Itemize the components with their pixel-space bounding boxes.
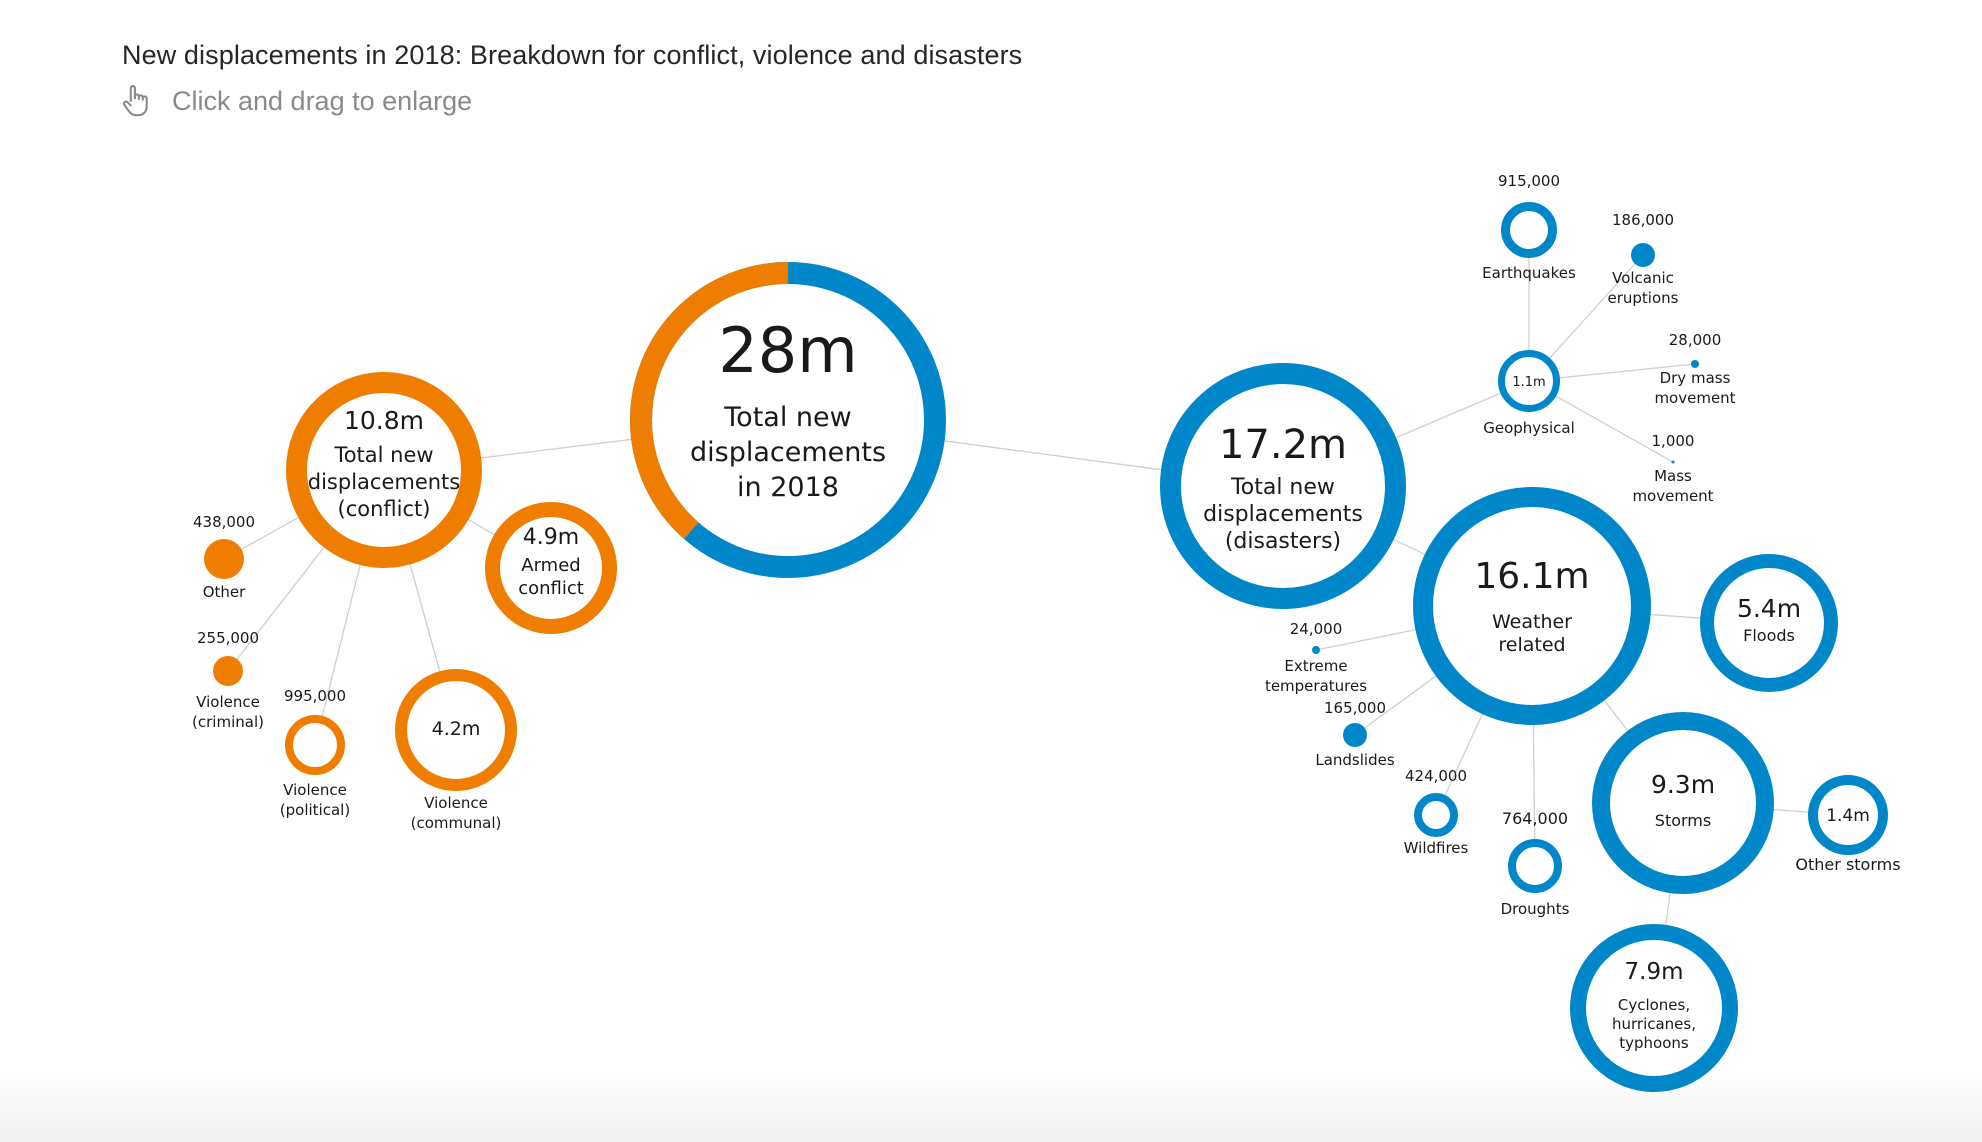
node-total[interactable]: 28m Total new displacements in 2018 — [581, 213, 996, 628]
node-ring — [395, 669, 517, 791]
node-geophysical[interactable]: 1.1m Geophysical — [1483, 350, 1575, 438]
node-label: Floods — [1743, 626, 1795, 645]
node-label: Weather related — [1492, 611, 1572, 656]
node-label: Volcanic eruptions — [1608, 269, 1679, 307]
node-volcanic[interactable]: 186,000 Volcanic eruptions — [1608, 211, 1679, 307]
node-dot — [204, 539, 244, 579]
node-value: 186,000 — [1612, 211, 1674, 229]
node-value: 28,000 — [1669, 331, 1722, 349]
node-ring — [1592, 712, 1774, 894]
node-vpolitical[interactable]: 995,000 Violence (political) — [280, 687, 350, 819]
node-value: 1.4m — [1826, 806, 1870, 826]
node-armed[interactable]: 4.9m Armed conflict — [485, 502, 617, 634]
node-conflict[interactable]: 10.8m Total new displacements (conflict) — [286, 372, 482, 568]
node-value: 5.4m — [1737, 594, 1801, 623]
node-landslides[interactable]: 165,000 Landslides — [1315, 699, 1394, 769]
node-extreme[interactable]: 24,000 Extreme temperatures — [1265, 620, 1367, 695]
node-label: Violence (political) — [280, 781, 350, 819]
node-ring — [485, 502, 617, 634]
node-ring — [1413, 487, 1651, 725]
node-dot — [1671, 460, 1675, 464]
node-value: 915,000 — [1498, 172, 1560, 190]
node-label: Wildfires — [1404, 839, 1469, 857]
node-value: 4.2m — [432, 718, 481, 740]
node-label: Storms — [1655, 811, 1711, 830]
node-label: Geophysical — [1483, 419, 1575, 437]
node-dot — [1631, 243, 1655, 267]
node-value: 1.1m — [1512, 375, 1545, 390]
node-value: 255,000 — [197, 629, 259, 647]
node-ring — [1501, 202, 1557, 258]
node-ring — [286, 372, 482, 568]
node-dot — [213, 656, 243, 686]
node-value: 17.2m — [1219, 422, 1347, 468]
node-label: Mass movement — [1632, 467, 1713, 505]
node-cyclones[interactable]: 7.9m Cyclones, hurricanes, typhoons — [1570, 924, 1738, 1092]
node-mass[interactable]: 1,000 Mass movement — [1632, 432, 1713, 505]
node-label: Droughts — [1501, 900, 1570, 918]
node-storms[interactable]: 9.3m Storms — [1592, 712, 1774, 894]
hint-text: Click and drag to enlarge — [172, 85, 473, 116]
nodes-layer: 28m Total new displacements in 2018 10.8m Tot… — [192, 172, 1901, 1092]
node-dot — [1312, 646, 1320, 654]
node-label: Armed conflict — [518, 555, 584, 599]
node-dot — [1343, 723, 1367, 747]
ring-segment-conflict — [630, 262, 946, 578]
node-ring — [1700, 554, 1838, 692]
node-label: Landslides — [1315, 751, 1394, 769]
node-value: 9.3m — [1651, 770, 1715, 799]
node-value: 16.1m — [1474, 556, 1589, 597]
node-label: Extreme temperatures — [1265, 657, 1367, 695]
node-otherstorms[interactable]: 1.4m Other storms — [1795, 775, 1901, 874]
node-value: 7.9m — [1625, 959, 1684, 985]
node-fill — [640, 272, 936, 568]
node-value: 24,000 — [1290, 620, 1343, 638]
node-weather[interactable]: 16.1m Weather related — [1413, 487, 1651, 725]
node-value: 424,000 — [1405, 767, 1467, 785]
node-ring — [1160, 363, 1406, 609]
node-label: Dry mass movement — [1654, 369, 1735, 407]
node-ring — [1508, 839, 1562, 893]
hand-pointer-icon — [123, 85, 148, 117]
node-vcriminal[interactable]: 255,000 Violence (criminal) — [192, 629, 264, 731]
node-other[interactable]: 438,000 Other — [193, 513, 255, 601]
node-value: 1,000 — [1652, 432, 1695, 450]
node-label: Other storms — [1795, 855, 1900, 874]
node-value: 4.9m — [523, 525, 579, 550]
node-label: Total new displacements (conflict) — [308, 443, 460, 521]
node-value: 438,000 — [193, 513, 255, 531]
node-floods[interactable]: 5.4m Floods — [1700, 554, 1838, 692]
node-ring — [1570, 924, 1738, 1092]
node-dot — [1691, 360, 1699, 368]
node-drymass[interactable]: 28,000 Dry mass movement — [1654, 331, 1735, 407]
node-value: 28m — [718, 314, 857, 387]
node-ring — [1808, 775, 1888, 855]
node-value: 764,000 — [1502, 809, 1568, 828]
node-ring — [285, 715, 345, 775]
node-value: 10.8m — [344, 406, 424, 435]
node-label: Total new displacements in 2018 — [690, 402, 886, 503]
node-disasters[interactable]: 17.2m Total new displacements (disasters) — [1160, 363, 1406, 609]
node-value: 995,000 — [284, 687, 346, 705]
node-ring — [1498, 350, 1560, 412]
node-value: 165,000 — [1324, 699, 1386, 717]
node-wildfires[interactable]: 424,000 Wildfires — [1404, 767, 1469, 857]
node-label: Violence (communal) — [411, 794, 502, 832]
page-title: New displacements in 2018: Breakdown for… — [122, 40, 1023, 70]
node-label: Other — [203, 583, 246, 601]
node-ring — [1414, 793, 1458, 837]
node-earthquakes[interactable]: 915,000 Earthquakes — [1482, 172, 1576, 282]
node-label: Earthquakes — [1482, 264, 1576, 282]
enlarge-hint[interactable]: Click and drag to enlarge — [120, 84, 472, 118]
node-droughts[interactable]: 764,000 Droughts — [1501, 809, 1570, 918]
node-vcommunal[interactable]: 4.2m Violence (communal) — [395, 669, 517, 832]
node-label: Total new displacements (disasters) — [1203, 475, 1363, 554]
node-label: Cyclones, hurricanes, typhoons — [1612, 996, 1696, 1052]
node-label: Violence (criminal) — [192, 693, 264, 731]
